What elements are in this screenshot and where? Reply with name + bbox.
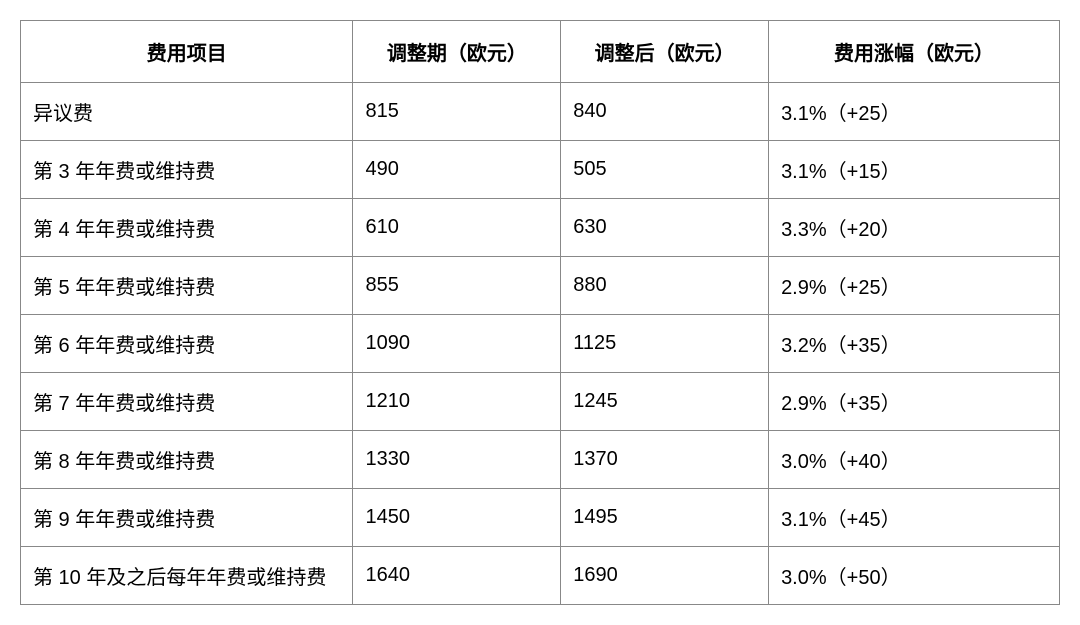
- table-row: 第 8 年年费或维持费 1330 1370 3.0%（+40）: [21, 431, 1060, 489]
- header-before: 调整期（欧元）: [353, 21, 561, 83]
- cell-after: 1495: [561, 489, 769, 547]
- table-row: 第 3 年年费或维持费 490 505 3.1%（+15）: [21, 141, 1060, 199]
- cell-item: 第 10 年及之后每年年费或维持费: [21, 547, 353, 605]
- cell-increase: 3.1%（+25）: [769, 83, 1060, 141]
- cell-before: 490: [353, 141, 561, 199]
- cell-before: 1210: [353, 373, 561, 431]
- cell-increase: 3.2%（+35）: [769, 315, 1060, 373]
- table-body: 异议费 815 840 3.1%（+25） 第 3 年年费或维持费 490 50…: [21, 83, 1060, 605]
- cell-increase: 3.0%（+50）: [769, 547, 1060, 605]
- cell-after: 880: [561, 257, 769, 315]
- cell-after: 505: [561, 141, 769, 199]
- cell-increase: 2.9%（+35）: [769, 373, 1060, 431]
- cell-item: 第 6 年年费或维持费: [21, 315, 353, 373]
- cell-item: 第 5 年年费或维持费: [21, 257, 353, 315]
- cell-item: 第 9 年年费或维持费: [21, 489, 353, 547]
- table-row: 第 10 年及之后每年年费或维持费 1640 1690 3.0%（+50）: [21, 547, 1060, 605]
- cell-increase: 2.9%（+25）: [769, 257, 1060, 315]
- cell-before: 815: [353, 83, 561, 141]
- cell-item: 第 7 年年费或维持费: [21, 373, 353, 431]
- cell-item: 第 4 年年费或维持费: [21, 199, 353, 257]
- cell-before: 1450: [353, 489, 561, 547]
- cell-before: 610: [353, 199, 561, 257]
- table-row: 第 4 年年费或维持费 610 630 3.3%（+20）: [21, 199, 1060, 257]
- table-header: 费用项目 调整期（欧元） 调整后（欧元） 费用涨幅（欧元）: [21, 21, 1060, 83]
- cell-increase: 3.0%（+40）: [769, 431, 1060, 489]
- cell-before: 855: [353, 257, 561, 315]
- fee-table-container: 费用项目 调整期（欧元） 调整后（欧元） 费用涨幅（欧元） 异议费 815 84…: [20, 20, 1060, 605]
- header-after: 调整后（欧元）: [561, 21, 769, 83]
- cell-after: 1125: [561, 315, 769, 373]
- cell-after: 840: [561, 83, 769, 141]
- cell-after: 630: [561, 199, 769, 257]
- cell-before: 1090: [353, 315, 561, 373]
- cell-item: 第 8 年年费或维持费: [21, 431, 353, 489]
- cell-before: 1640: [353, 547, 561, 605]
- cell-increase: 3.1%（+45）: [769, 489, 1060, 547]
- header-row: 费用项目 调整期（欧元） 调整后（欧元） 费用涨幅（欧元）: [21, 21, 1060, 83]
- cell-after: 1245: [561, 373, 769, 431]
- table-row: 第 7 年年费或维持费 1210 1245 2.9%（+35）: [21, 373, 1060, 431]
- cell-increase: 3.1%（+15）: [769, 141, 1060, 199]
- cell-increase: 3.3%（+20）: [769, 199, 1060, 257]
- table-row: 第 5 年年费或维持费 855 880 2.9%（+25）: [21, 257, 1060, 315]
- cell-after: 1690: [561, 547, 769, 605]
- table-row: 第 9 年年费或维持费 1450 1495 3.1%（+45）: [21, 489, 1060, 547]
- cell-item: 异议费: [21, 83, 353, 141]
- header-item: 费用项目: [21, 21, 353, 83]
- fee-table: 费用项目 调整期（欧元） 调整后（欧元） 费用涨幅（欧元） 异议费 815 84…: [20, 20, 1060, 605]
- header-increase: 费用涨幅（欧元）: [769, 21, 1060, 83]
- table-row: 异议费 815 840 3.1%（+25）: [21, 83, 1060, 141]
- cell-item: 第 3 年年费或维持费: [21, 141, 353, 199]
- cell-before: 1330: [353, 431, 561, 489]
- cell-after: 1370: [561, 431, 769, 489]
- table-row: 第 6 年年费或维持费 1090 1125 3.2%（+35）: [21, 315, 1060, 373]
